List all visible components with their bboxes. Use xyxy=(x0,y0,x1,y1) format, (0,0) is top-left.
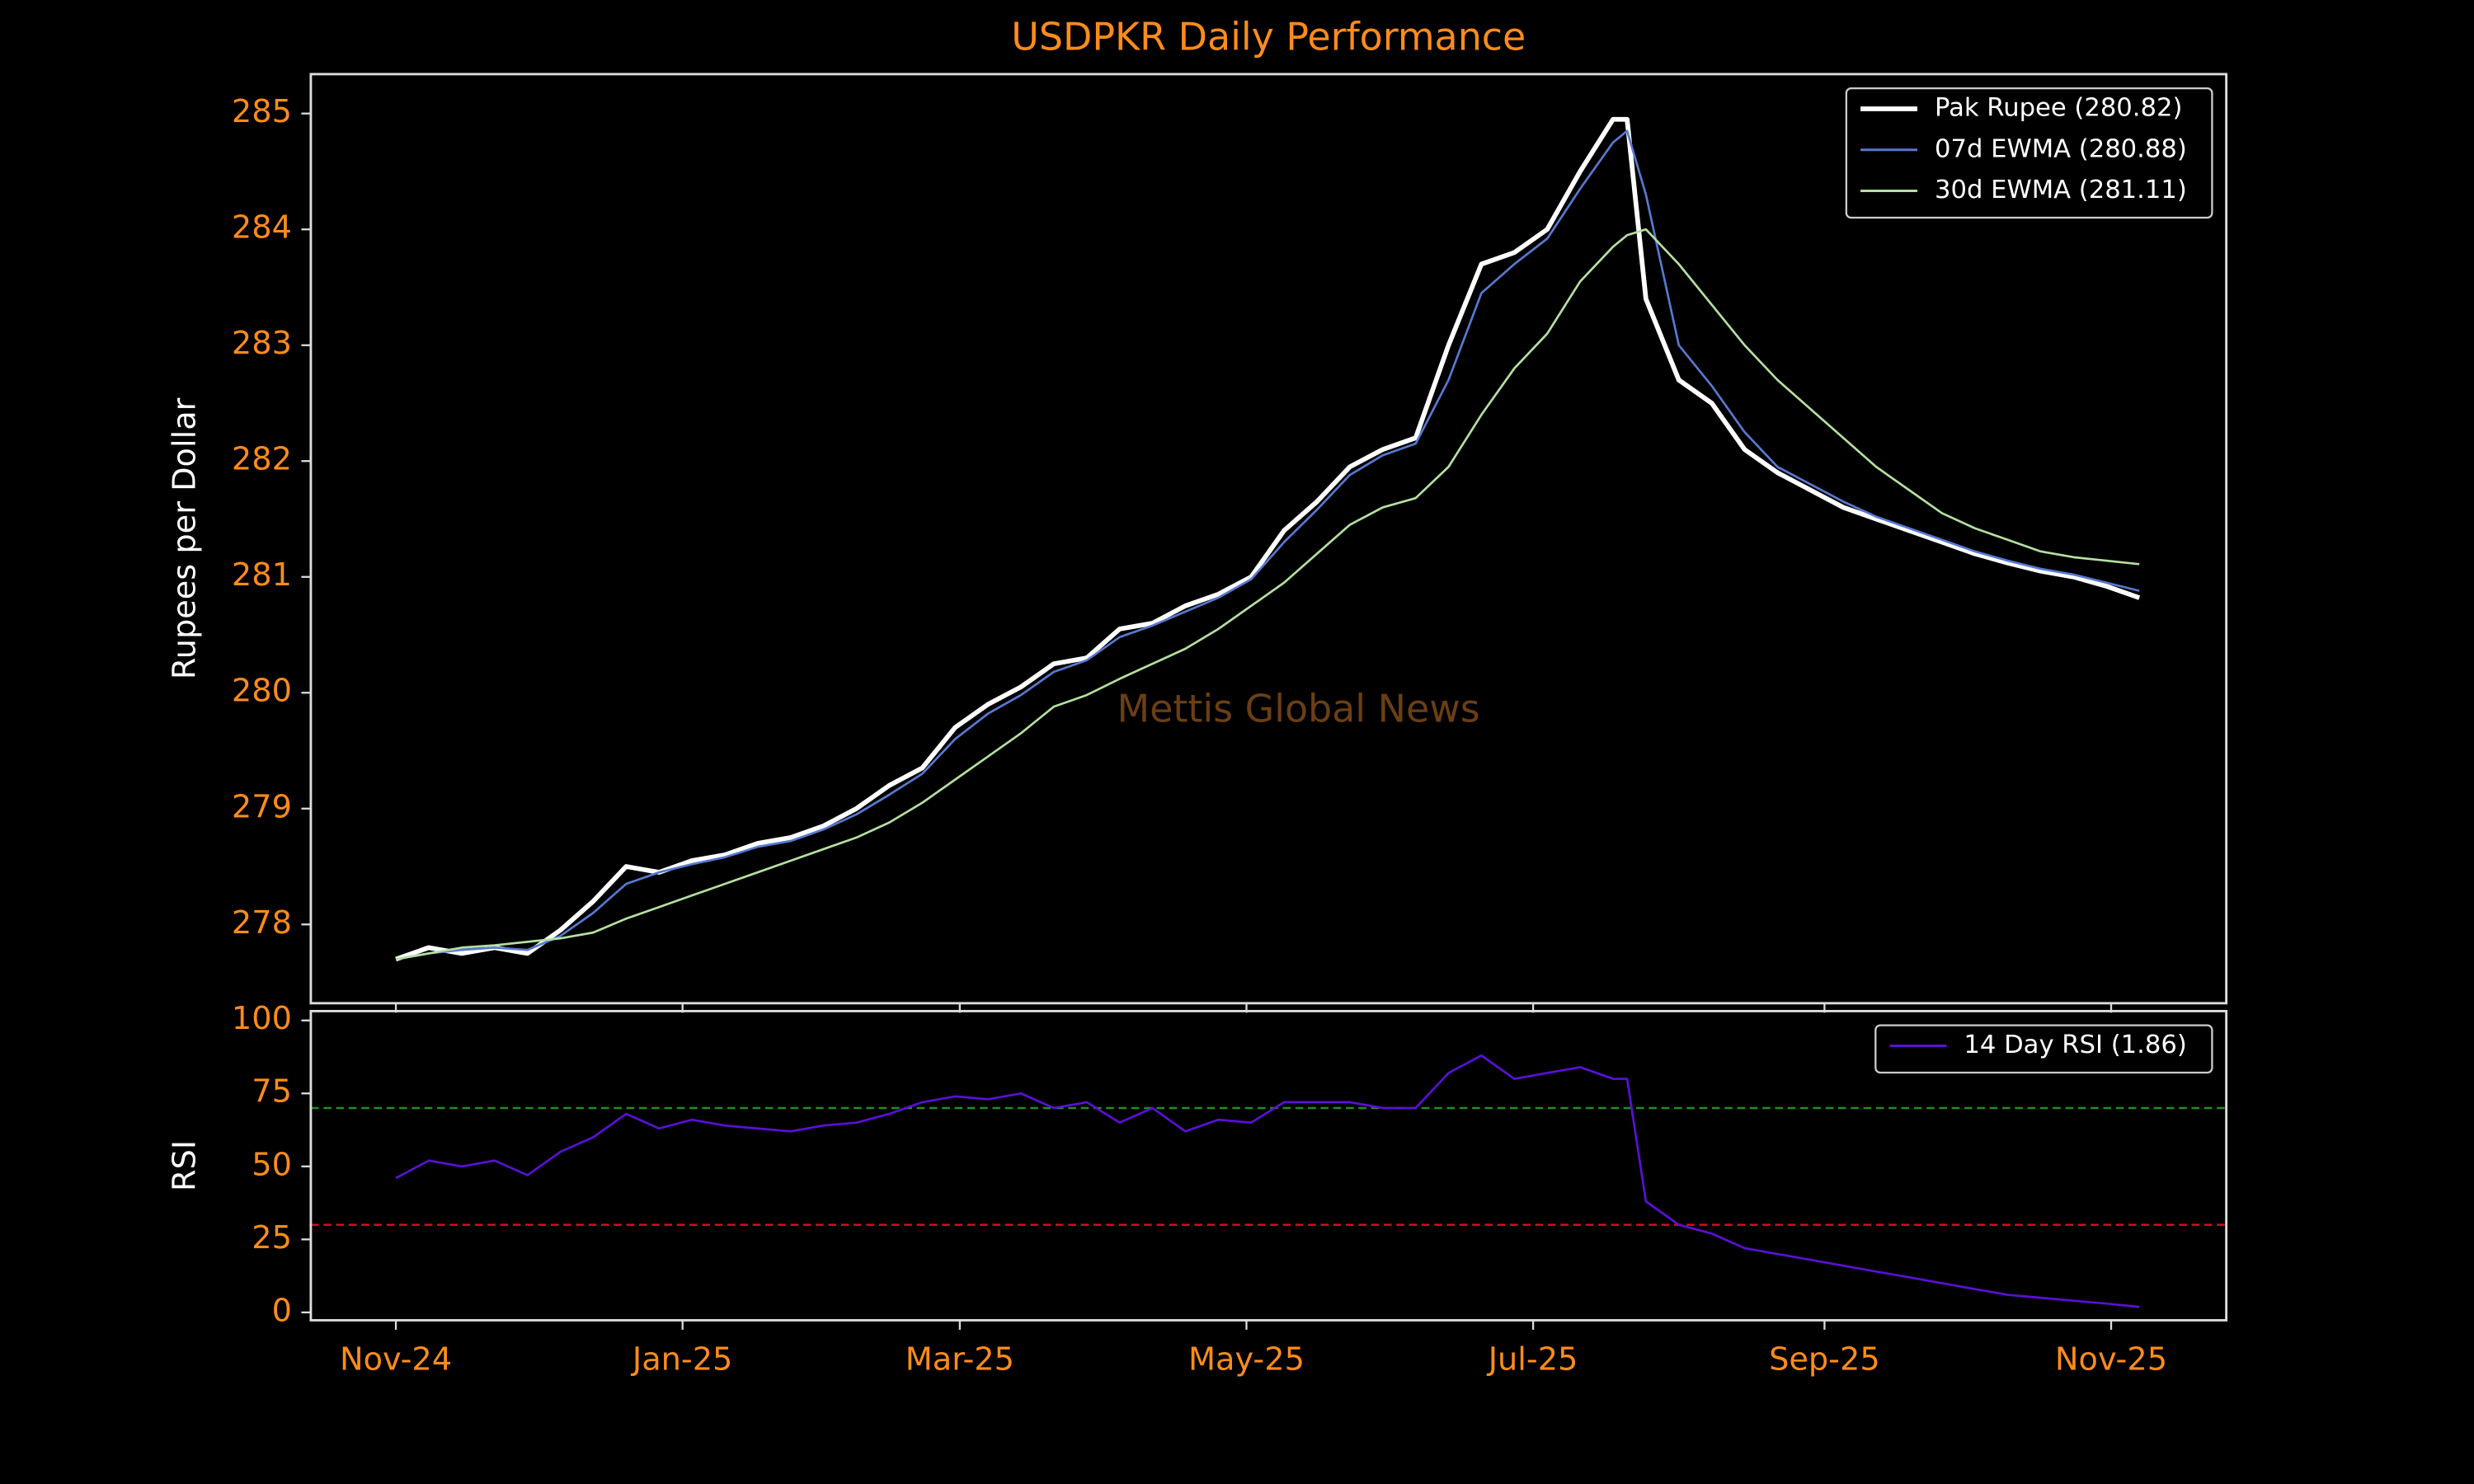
legend-label: Pak Rupee (280.82) xyxy=(1935,94,2182,123)
watermark: Mettis Global News xyxy=(1117,686,1480,730)
x-tick-label: Nov-25 xyxy=(2055,1341,2167,1378)
legend-label: 07d EWMA (280.88) xyxy=(1935,134,2187,163)
y-axis-label: Rupees per Dollar xyxy=(166,397,203,679)
y-tick-label: 284 xyxy=(232,209,292,247)
legend: 14 Day RSI (1.86) xyxy=(1874,1024,2213,1074)
y-tick-label: 0 xyxy=(272,1292,292,1329)
plot-frame xyxy=(309,73,2228,1005)
y-tick-label: 50 xyxy=(252,1146,292,1183)
y-tick-label: 283 xyxy=(232,325,292,362)
y-tick-label: 25 xyxy=(252,1219,292,1256)
x-tick-label: May-25 xyxy=(1188,1341,1305,1378)
legend-label: 30d EWMA (281.11) xyxy=(1935,176,2187,204)
legend-box xyxy=(1845,87,2213,219)
y-tick-label: 282 xyxy=(232,441,292,478)
x-tick-label: Nov-24 xyxy=(340,1341,452,1378)
series-line xyxy=(395,129,2140,960)
x-tick-label: Jan-25 xyxy=(631,1341,732,1378)
x-tick-label: Jul-25 xyxy=(1487,1341,1578,1378)
y-tick-label: 75 xyxy=(252,1073,292,1111)
y-axis-label: RSI xyxy=(166,1140,203,1191)
legend-box xyxy=(1874,1024,2213,1074)
legend-label: 14 Day RSI (1.86) xyxy=(1964,1031,2186,1059)
y-tick-label: 285 xyxy=(232,93,292,130)
series-line xyxy=(395,228,2140,960)
plot-frame xyxy=(309,1009,2228,1322)
chart-title: USDPKR Daily Performance xyxy=(1011,14,1526,59)
x-tick-label: Mar-25 xyxy=(905,1341,1014,1378)
series-line xyxy=(395,1054,2140,1308)
y-tick-label: 278 xyxy=(232,904,292,942)
x-tick-label: Sep-25 xyxy=(1769,1341,1880,1378)
series-line xyxy=(395,116,2141,962)
y-tick-label: 279 xyxy=(232,788,292,825)
y-tick-label: 100 xyxy=(232,1000,292,1037)
legend: Pak Rupee (280.82) 07d EWMA (280.88) 30d E… xyxy=(1845,87,2213,219)
y-tick-label: 281 xyxy=(232,556,292,594)
y-tick-label: 280 xyxy=(232,673,292,710)
